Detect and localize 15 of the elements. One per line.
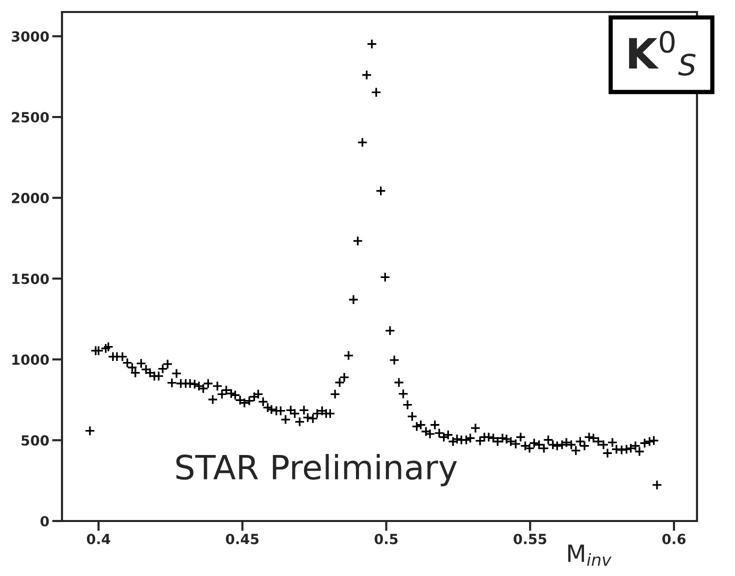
- x-tick-label: 0.4: [86, 534, 110, 544]
- annotation: K$^{0}$$_{S}$: [629, 30, 696, 76]
- y-tick-label: 1000: [12, 354, 49, 365]
- y-tick-label: 0: [40, 516, 49, 526]
- x-tick-label: 0.55: [514, 534, 546, 544]
- annotation: STAR Preliminary: [176, 454, 457, 486]
- x-tick-label: 0.6: [662, 534, 686, 544]
- x-tick-label: 0.5: [374, 534, 398, 544]
- y-tick-label: 500: [22, 435, 49, 446]
- y-tick-label: 2500: [12, 112, 49, 123]
- y-tick-label: 1500: [12, 274, 49, 284]
- x-tick-label: 0.45: [226, 534, 259, 544]
- y-tick-label: 2000: [12, 192, 49, 204]
- x-axis-title: M$_{inv}$: [568, 544, 612, 566]
- y-tick-label: 3000: [12, 31, 49, 42]
